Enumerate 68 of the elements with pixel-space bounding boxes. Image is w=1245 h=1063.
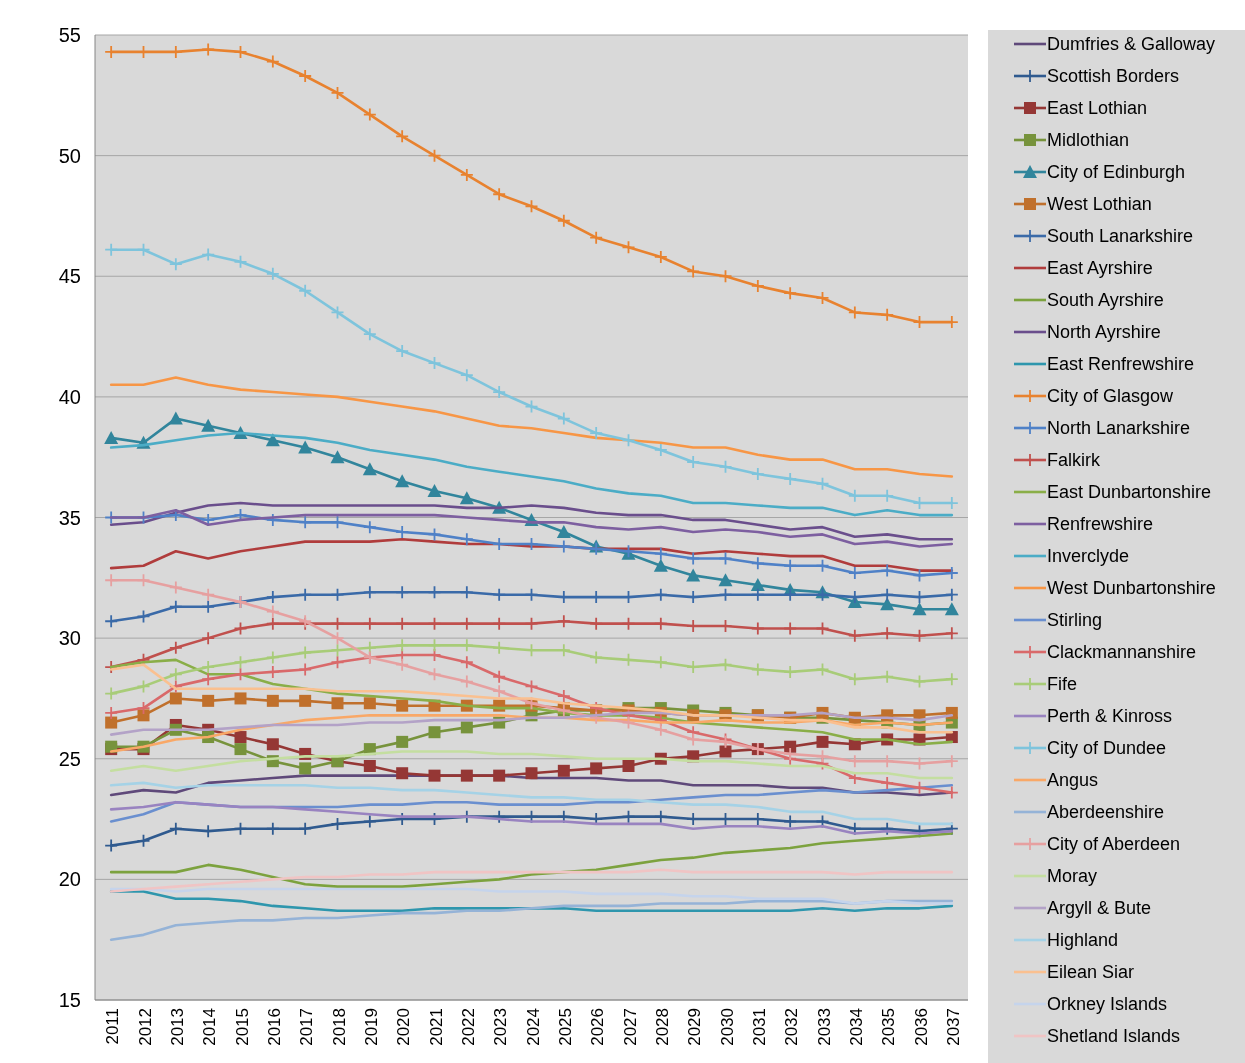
legend-label: Dumfries & Galloway [1047,34,1216,55]
legend-label: North Lanarkshire [1047,418,1191,439]
x-tick-label: 2020 [394,1008,414,1046]
x-tick-label: 2033 [814,1008,834,1046]
x-tick-label: 2029 [685,1008,705,1046]
legend-label: Argyll & Bute [1047,898,1152,919]
legend-label: City of Glasgow [1047,386,1175,407]
legend-label: Perth & Kinross [1047,706,1173,727]
y-tick-label: 35 [58,506,81,529]
legend-label: Shetland Islands [1047,1026,1181,1047]
legend-label: Fife [1047,674,1078,695]
x-tick-label: 2022 [458,1008,478,1046]
legend-label: West Lothian [1047,194,1152,215]
y-tick-label: 40 [58,385,81,408]
legend-label: South Ayrshire [1047,290,1164,311]
legend-label: City of Aberdeen [1047,834,1181,855]
legend-label: City of Edinburgh [1047,162,1186,183]
legend-label: Stirling [1047,610,1103,631]
x-tick-label: 2036 [911,1008,931,1046]
legend-label: East Lothian [1047,98,1148,119]
x-tick-label: 2035 [879,1008,899,1046]
legend-label: East Renfrewshire [1047,354,1195,375]
legend-label: West Dunbartonshire [1047,578,1216,599]
legend-label: Scottish Borders [1047,66,1180,87]
x-tick-label: 2031 [749,1008,769,1046]
legend-label: Inverclyde [1047,546,1130,567]
y-tick-label: 30 [58,627,81,650]
legend-label: City of Dundee [1047,738,1167,759]
legend-label: Renfrewshire [1047,514,1154,535]
y-tick-label: 25 [58,747,81,770]
x-tick-label: 2014 [200,1008,220,1046]
x-tick-label: 2017 [297,1008,317,1046]
legend-label: Clackmannanshire [1047,642,1197,663]
legend-label: Moray [1047,866,1098,887]
y-tick-label: 20 [58,868,81,891]
x-tick-label: 2026 [588,1008,608,1046]
x-tick-label: 2023 [491,1008,511,1046]
x-tick-label: 2011 [103,1008,123,1045]
x-tick-label: 2028 [652,1008,672,1046]
y-tick-label: 15 [58,989,81,1011]
legend-label: East Dunbartonshire [1047,482,1212,503]
x-tick-label: 2032 [782,1008,802,1046]
y-tick-label: 55 [58,24,81,46]
x-tick-label: 2024 [523,1008,543,1046]
legend-label: Angus [1047,770,1099,791]
x-tick-label: 2015 [232,1008,252,1046]
legend-label: Midlothian [1047,130,1130,151]
x-tick-label: 2016 [264,1008,284,1046]
legend-label: Aberdeenshire [1047,802,1165,823]
x-tick-label: 2030 [717,1008,737,1046]
legend-label: Highland [1047,930,1119,951]
x-tick-label: 2013 [167,1008,187,1046]
x-tick-label: 2034 [846,1008,866,1046]
legend-label: Eilean Siar [1047,962,1135,983]
x-tick-label: 2018 [329,1008,349,1046]
y-tick-label: 45 [58,265,81,288]
x-tick-label: 2012 [135,1008,155,1046]
x-tick-label: 2027 [620,1008,640,1046]
y-tick-label: 50 [58,144,81,167]
x-tick-label: 2021 [426,1008,446,1046]
x-tick-label: 2025 [555,1008,575,1046]
x-tick-label: 2037 [943,1008,963,1046]
legend-label: Orkney Islands [1047,994,1168,1015]
legend-label: East Ayrshire [1047,258,1153,279]
legend-label: North Ayrshire [1047,322,1161,343]
x-tick-label: 2019 [361,1008,381,1046]
legend-label: Falkirk [1047,450,1101,471]
legend-label: South Lanarkshire [1047,226,1194,247]
